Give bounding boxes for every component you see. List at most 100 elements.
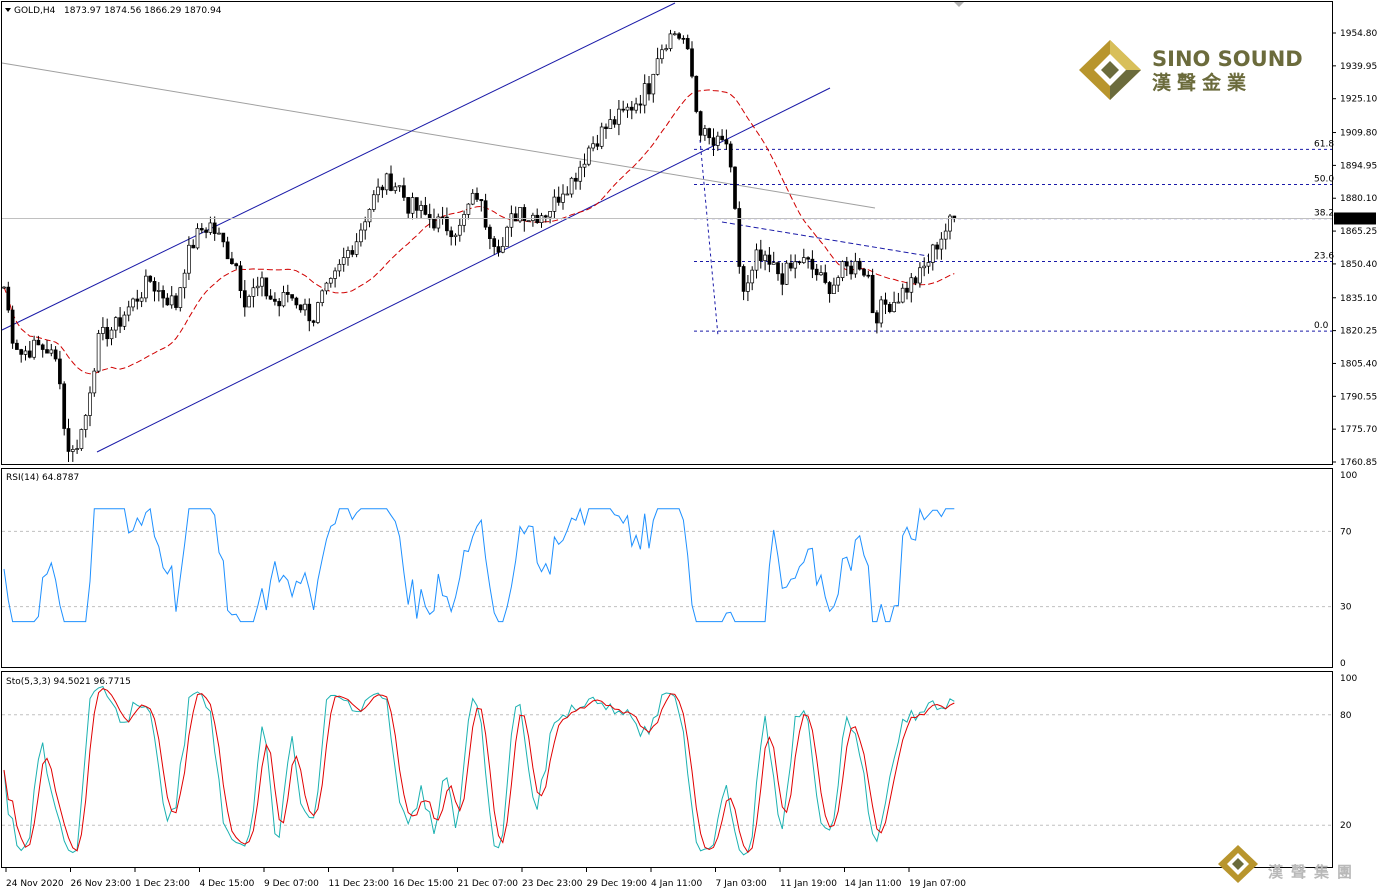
candle-body	[445, 216, 449, 232]
time-tick-label: 11 Dec 23:00	[329, 879, 390, 889]
candle-body	[324, 282, 329, 292]
main-panel-frame	[1, 1, 1333, 465]
candle-body	[896, 301, 901, 304]
candle-body	[832, 284, 836, 294]
candle-body	[522, 207, 527, 221]
candle-body	[943, 230, 948, 240]
candle-body	[565, 193, 570, 196]
candle-body	[638, 103, 643, 106]
candle-body	[139, 297, 144, 302]
candle-body	[45, 349, 49, 354]
candle-body	[651, 73, 656, 95]
candle-body	[922, 265, 927, 269]
candle-body	[483, 200, 488, 228]
moving-average	[3, 89, 955, 375]
candle-body	[187, 244, 191, 274]
candle-body	[509, 213, 514, 228]
candle-body	[285, 292, 290, 295]
candle-body	[15, 342, 19, 350]
candle-body	[578, 166, 583, 182]
candle-body	[801, 257, 806, 263]
candle-body	[552, 196, 557, 212]
dropdown-triangle-icon[interactable]	[5, 8, 11, 12]
candle-body	[720, 135, 724, 140]
candle-body	[488, 226, 492, 239]
candle-body	[126, 306, 131, 316]
candle-body	[513, 213, 518, 222]
candle-body	[629, 106, 634, 111]
candle-body	[225, 241, 230, 260]
candle-body	[70, 449, 75, 452]
candle-body	[449, 230, 454, 238]
time-tick-label: 26 Nov 23:00	[71, 879, 132, 889]
candle-body	[939, 238, 944, 250]
candle-body	[741, 266, 746, 292]
candle-body	[242, 290, 247, 308]
candle-body	[402, 185, 406, 198]
candle-body	[948, 215, 952, 232]
candle-body	[118, 317, 122, 327]
candle-body	[905, 287, 909, 293]
price-tick-label: 1850.40	[1340, 260, 1377, 270]
price-tick-label: 1925.10	[1340, 95, 1377, 105]
candle-body	[887, 303, 892, 313]
price-tick-label: 1805.40	[1340, 359, 1377, 369]
candle-body	[556, 196, 561, 203]
candle-body	[135, 298, 140, 302]
candle-body	[169, 295, 174, 306]
candlesticks	[2, 29, 957, 462]
candle-body	[750, 269, 755, 284]
candle-body	[599, 126, 604, 147]
time-tick-label: 24 Nov 2020	[6, 879, 64, 889]
candle-body	[174, 295, 178, 308]
candle-body	[849, 265, 853, 275]
candle-body	[642, 83, 647, 106]
candle-body	[767, 254, 772, 265]
chart-shift-marker-icon[interactable]	[954, 2, 964, 7]
candle-body	[853, 260, 858, 275]
candle-body	[715, 135, 720, 146]
rsi-axis-label: 0	[1340, 659, 1346, 669]
candle-body	[410, 197, 415, 214]
candle-body	[866, 274, 871, 277]
candle-body	[875, 312, 879, 324]
diamond-logo-icon	[1079, 40, 1141, 100]
candle-body	[311, 320, 316, 323]
candle-body	[909, 277, 914, 293]
candle-body	[217, 232, 221, 235]
candle-body	[543, 215, 548, 218]
candle-body	[655, 58, 660, 75]
candle-body	[754, 249, 759, 271]
candle-body	[380, 186, 385, 191]
price-tick-label: 1894.95	[1340, 161, 1377, 171]
candle-body	[634, 103, 638, 111]
rsi-label: RSI(14) 64.8787	[6, 473, 79, 483]
candle-body	[53, 349, 58, 360]
candle-body	[793, 261, 798, 269]
fib-anchor-dashed	[699, 139, 719, 337]
candle-body	[414, 197, 419, 211]
candle-body	[758, 249, 763, 261]
candle-body	[496, 246, 501, 253]
candle-body	[531, 214, 535, 221]
time-tick-label: 16 Dec 15:00	[393, 879, 454, 889]
time-tick-label: 4 Dec 15:00	[200, 879, 255, 889]
candle-body	[182, 272, 187, 289]
candle-body	[926, 262, 931, 267]
time-tick-label: 9 Dec 07:00	[264, 879, 319, 889]
candle-body	[178, 287, 183, 308]
candle-body	[844, 261, 849, 267]
candle-body	[66, 428, 71, 452]
stoch-main-line	[3, 685, 955, 856]
candle-body	[359, 229, 363, 243]
fibonacci-levels: 61.8 50.0 38.2 23.6 0.0	[694, 139, 1334, 332]
watermark-logo: 漢聲集團	[1218, 845, 1352, 883]
sino-sound-logo: SINO SOUND 漢聲金業	[1079, 40, 1303, 100]
candle-body	[810, 258, 815, 270]
candle-body	[681, 37, 686, 40]
candle-body	[277, 301, 282, 307]
price-tick-label: 1880.10	[1340, 194, 1377, 204]
stochastic-indicator: 100 80 20	[2, 674, 1357, 856]
candle-body	[660, 49, 664, 60]
candle-body	[470, 192, 475, 205]
